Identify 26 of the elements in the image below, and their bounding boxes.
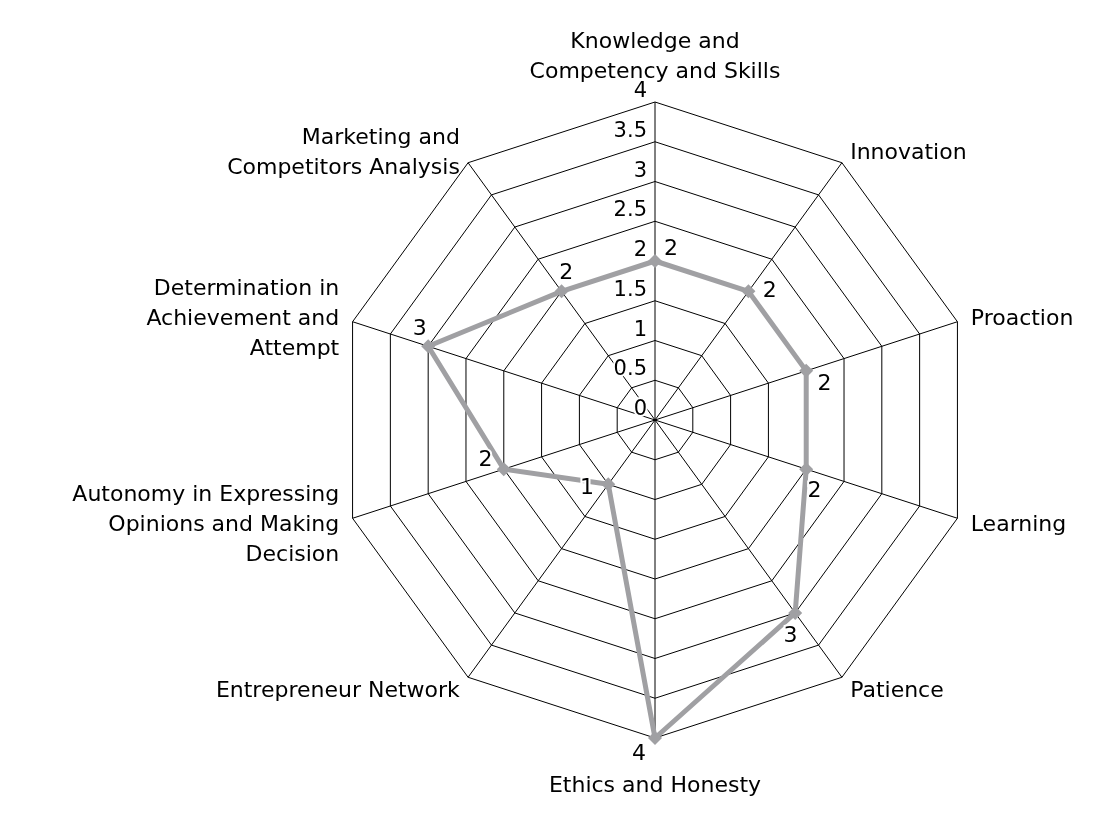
spoke-label: Marketing and Competitors Analysis bbox=[227, 124, 460, 180]
y-tick-label: 1.5 bbox=[613, 276, 647, 301]
spoke-label: Entrepreneur Network bbox=[215, 676, 461, 702]
y-tick-label: 3 bbox=[633, 157, 647, 182]
data-label: 2 bbox=[817, 369, 832, 395]
y-tick-label: 0.5 bbox=[613, 356, 647, 381]
data-label: 1 bbox=[580, 474, 595, 500]
y-tick-label: 1 bbox=[633, 316, 647, 341]
spoke-label: Ethics and Honesty bbox=[548, 772, 762, 797]
data-label: 2 bbox=[807, 476, 822, 502]
y-tick-label: 0 bbox=[633, 396, 647, 420]
spoke-label: Learning bbox=[970, 510, 1067, 536]
data-label: 2 bbox=[664, 235, 678, 260]
y-tick-label: 2.5 bbox=[613, 197, 647, 222]
spoke-label: Autonomy in Expressing Opinions and Making Decision bbox=[72, 480, 340, 566]
data-label: 2 bbox=[559, 258, 574, 284]
data-label: 2 bbox=[762, 277, 777, 303]
spoke-label: Innovation bbox=[850, 139, 967, 165]
data-label: 3 bbox=[412, 314, 427, 340]
data-label: 2 bbox=[478, 446, 493, 472]
y-tick-label: 2 bbox=[633, 237, 647, 261]
spoke-label: Proaction bbox=[970, 305, 1074, 331]
spoke-label: Determination in Achievement and Attempt bbox=[146, 275, 340, 361]
data-label: 3 bbox=[783, 621, 798, 647]
y-tick-label: 3.5 bbox=[613, 117, 647, 142]
spoke-label: Patience bbox=[850, 676, 944, 702]
